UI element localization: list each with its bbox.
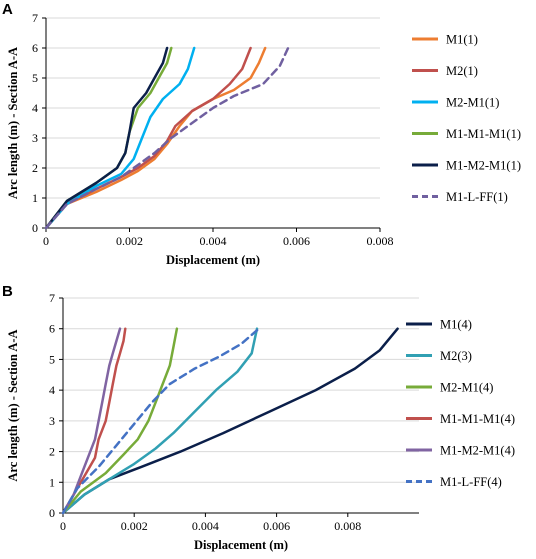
legend-label: M1-M1-M1(4): [440, 412, 515, 426]
series-line: [61, 327, 259, 515]
y-axis-title: Arc length (m) - Section A-A: [6, 47, 20, 199]
y-tick-label: 2: [32, 161, 38, 175]
series-line: [61, 327, 261, 515]
legend-label: M1-M1-M1(1): [446, 127, 521, 141]
legend-label: M2(1): [446, 64, 478, 78]
y-tick-label: 6: [49, 322, 55, 336]
x-tick-label: 0.002: [121, 519, 148, 533]
x-tick-label: 0: [60, 519, 66, 533]
x-tick-label: 0.008: [367, 234, 394, 248]
legend-label: M1-L-FF(4): [440, 475, 502, 489]
x-tick-label: 0.004: [200, 234, 227, 248]
y-tick-label: 5: [32, 71, 38, 85]
series-line: [44, 46, 169, 230]
x-axis-title: Displacement (m): [194, 538, 288, 552]
legend-label: M1(1): [446, 33, 478, 47]
x-tick-label: 0.008: [334, 519, 361, 533]
panel-label: A: [2, 1, 13, 18]
y-tick-label: 3: [32, 131, 38, 145]
series-line: [61, 327, 122, 515]
chart-panel-a: A 0 1 2 3 4 5 6 7 0 0.002 0.004 0.006 0.008 Displaceme…: [2, 1, 521, 267]
series-line: [61, 327, 179, 515]
legend-label: M1-M2-M1(1): [446, 159, 521, 173]
legend-label: M1-L-FF(1): [446, 190, 508, 204]
x-axis-title: Displacement (m): [166, 253, 260, 267]
y-axis-title: Arc length (m) - Section A-A: [6, 329, 20, 481]
y-tick-label: 1: [49, 475, 55, 489]
chart-panel-b: B 0 1 2 3 4 5 6 7 0 0.002 0.004 0.006 0.008 Displaceme…: [2, 283, 515, 552]
y-tick-label: 6: [32, 41, 38, 55]
x-tick-label: 0.006: [263, 519, 290, 533]
x-tick-label: 0.004: [192, 519, 219, 533]
y-tick-label: 0: [49, 506, 55, 520]
y-tick-label: 2: [49, 445, 55, 459]
y-tick-label: 4: [49, 383, 55, 397]
y-tick-label: 7: [49, 291, 55, 305]
series-line: [44, 46, 196, 230]
series-line: [61, 327, 127, 515]
legend-label: M1-M2-M1(4): [440, 444, 515, 458]
y-tick-label: 4: [32, 101, 38, 115]
y-tick-label: 1: [32, 191, 38, 205]
x-tick-label: 0: [43, 234, 49, 248]
y-tick-label: 0: [32, 221, 38, 235]
x-tick-label: 0.002: [116, 234, 143, 248]
legend-label: M1(4): [440, 318, 472, 332]
legend-label: M2-M1(4): [440, 381, 493, 395]
legend-label: M2(3): [440, 349, 472, 363]
series-line: [44, 46, 290, 230]
x-tick-label: 0.006: [283, 234, 310, 248]
panel-label: B: [2, 283, 13, 300]
y-tick-label: 7: [32, 11, 38, 25]
y-tick-label: 3: [49, 414, 55, 428]
y-tick-label: 5: [49, 352, 55, 366]
legend-label: M2-M1(1): [446, 96, 499, 110]
